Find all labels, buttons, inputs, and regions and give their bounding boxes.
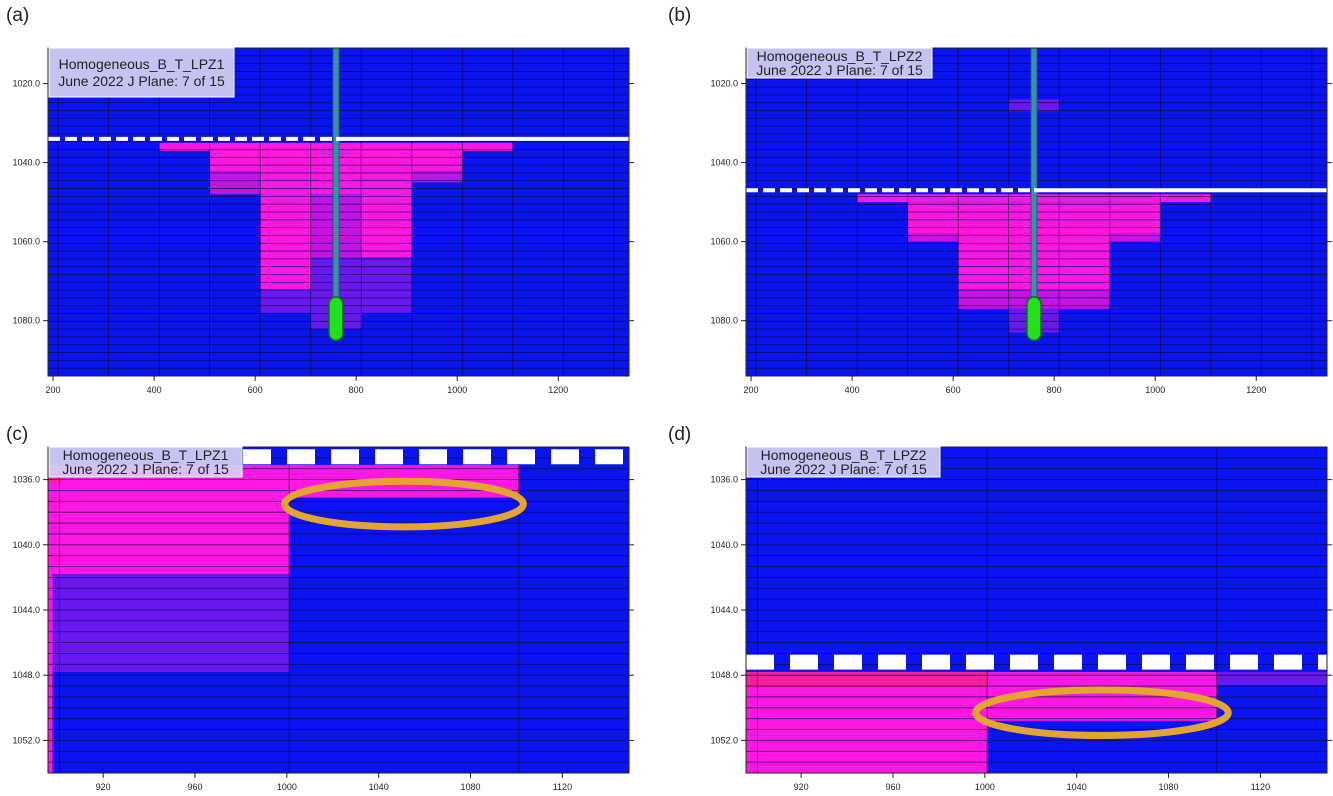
title-line-2: June 2022 J Plane: 7 of 15: [58, 73, 225, 89]
plume-cell-8: [260, 289, 311, 313]
y-tick-label-0: 1036.0: [12, 475, 40, 485]
well-screen: [1026, 296, 1042, 342]
highlight-ellipse: [281, 477, 527, 531]
y-tick-label-3: 1080.0: [710, 316, 738, 326]
x-tick-label-4: 1000: [447, 385, 467, 395]
title-line-1: Homogeneous_B_T_LPZ1: [63, 447, 229, 463]
plot-area: [48, 447, 629, 773]
y-tick-label-2: 1044.0: [710, 605, 738, 615]
plume-cell-7: [361, 194, 412, 258]
plume-cell-2: [209, 170, 261, 195]
x-tick-label-4: 1000: [1145, 385, 1165, 395]
plot-area: [746, 447, 1327, 773]
y-tick-label-3: 1048.0: [710, 670, 738, 680]
x-tick-label-4: 1080: [1159, 782, 1179, 792]
x-tick-label-3: 800: [349, 385, 364, 395]
title-box: [746, 47, 933, 79]
y-tick-label-0: 1036.0: [710, 475, 738, 485]
title-box: [746, 446, 941, 478]
x-tick-label-5: 1120: [1251, 782, 1270, 792]
x-tick-label-0: 920: [794, 782, 809, 792]
panel-label-d: (d): [668, 424, 692, 445]
title-line-2: June 2022 J Plane: 7 of 15: [756, 62, 923, 78]
x-tick-label-2: 600: [946, 385, 961, 395]
title-line-2: June 2022 J Plane: 7 of 15: [760, 461, 927, 477]
title-line-1: Homogeneous_B_T_LPZ2: [761, 447, 927, 463]
title-box: [48, 47, 235, 98]
x-tick-label-0: 200: [46, 385, 61, 395]
y-tick-label-0: 1020.0: [12, 79, 40, 89]
plume-cell-1: [746, 671, 988, 689]
plot-area: [746, 48, 1327, 376]
x-tick-label-3: 1040: [369, 782, 389, 792]
x-tick-label-1: 400: [845, 385, 860, 395]
title-line-1: Homogeneous_B_T_LPZ2: [757, 48, 923, 64]
plume-cell-4: [1109, 233, 1161, 242]
cross-section-panel-d: 920 960 1000 1040 1080 1120 1036.0 1040.0 1044.0…: [710, 446, 1332, 792]
panel-label-c: (c): [6, 424, 29, 445]
x-tick-label-2: 1000: [975, 782, 995, 792]
plot-area: [48, 48, 629, 376]
x-tick-label-2: 600: [248, 385, 263, 395]
plume-cell-5: [260, 194, 311, 290]
well-casing: [1030, 48, 1038, 298]
y-tick-label-1: 1040.0: [12, 540, 40, 550]
panel-label-a: (a): [6, 5, 30, 26]
plume-cell-2: [52, 574, 290, 672]
plot-frame: [47, 47, 630, 377]
y-tick-label-0: 1020.0: [710, 79, 738, 89]
plume-cell-3: [411, 170, 463, 183]
x-tick-label-2: 1000: [277, 782, 297, 792]
well-screen: [328, 296, 344, 342]
panel-label-b: (b): [668, 5, 692, 26]
plume-cell-3: [1216, 671, 1327, 685]
title-line-1: Homogeneous_B_T_LPZ1: [59, 56, 225, 72]
y-tick-label-4: 1052.0: [12, 735, 40, 745]
x-tick-label-5: 1200: [1246, 385, 1266, 395]
cross-section-panel-c: 920 960 1000 1040 1080 1120 1036.0 1040.0 1044.0…: [12, 446, 634, 792]
x-tick-label-5: 1120: [553, 782, 572, 792]
y-tick-label-2: 1044.0: [12, 605, 40, 615]
x-tick-label-0: 920: [96, 782, 111, 792]
y-tick-label-4: 1052.0: [710, 735, 738, 745]
plume-cell-3: [48, 574, 53, 773]
title-box: [48, 446, 243, 478]
x-tick-label-0: 200: [744, 385, 759, 395]
highlight-ellipse: [972, 686, 1232, 740]
plume-cell-9: [361, 257, 412, 313]
y-tick-label-2: 1060.0: [710, 237, 738, 247]
cross-section-panel-b: 200 400 600 800 1000 1200 1020.0 1040.0 1060.0 10…: [710, 47, 1332, 395]
y-tick-label-2: 1060.0: [12, 237, 40, 247]
x-tick-label-1: 400: [147, 385, 162, 395]
x-tick-label-1: 960: [885, 782, 900, 792]
plume-cell-3: [907, 233, 959, 242]
y-tick-label-3: 1080.0: [12, 316, 40, 326]
y-tick-label-3: 1048.0: [12, 670, 40, 680]
cross-section-panel-a: 200 400 600 800 1000 1200 1020.0 1040.0 1060.0 10…: [12, 47, 634, 395]
plume-cell-0: [48, 464, 290, 575]
y-tick-label-1: 1040.0: [710, 540, 738, 550]
y-tick-label-1: 1040.0: [12, 158, 40, 168]
x-tick-label-4: 1080: [461, 782, 481, 792]
title-line-2: June 2022 J Plane: 7 of 15: [62, 461, 229, 477]
x-tick-label-3: 800: [1047, 385, 1062, 395]
plot-frame: [745, 47, 1328, 377]
x-tick-label-3: 1040: [1067, 782, 1087, 792]
plume-cell-0: [746, 671, 988, 773]
well-casing: [332, 48, 340, 298]
x-tick-label-1: 960: [187, 782, 202, 792]
y-tick-label-1: 1040.0: [710, 158, 738, 168]
x-tick-label-5: 1200: [548, 385, 568, 395]
